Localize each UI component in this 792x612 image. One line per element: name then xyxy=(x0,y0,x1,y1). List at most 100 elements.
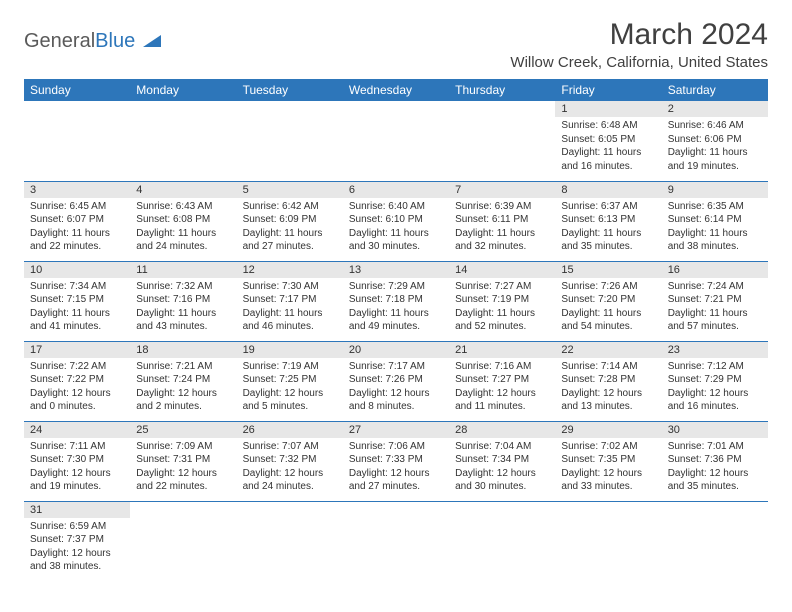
day-number: 2 xyxy=(662,101,768,117)
week-row: 24Sunrise: 7:11 AMSunset: 7:30 PMDayligh… xyxy=(24,421,768,501)
day-number: 31 xyxy=(24,502,130,518)
calendar-cell: 31Sunrise: 6:59 AMSunset: 7:37 PMDayligh… xyxy=(24,501,130,581)
day-number: 3 xyxy=(24,182,130,198)
day-details: Sunrise: 6:39 AMSunset: 6:11 PMDaylight:… xyxy=(449,198,555,258)
calendar-cell: 12Sunrise: 7:30 AMSunset: 7:17 PMDayligh… xyxy=(237,261,343,341)
weekday-wednesday: Wednesday xyxy=(343,79,449,101)
calendar-cell: 21Sunrise: 7:16 AMSunset: 7:27 PMDayligh… xyxy=(449,341,555,421)
location: Willow Creek, California, United States xyxy=(510,54,768,71)
calendar-cell: 30Sunrise: 7:01 AMSunset: 7:36 PMDayligh… xyxy=(662,421,768,501)
calendar-cell: 29Sunrise: 7:02 AMSunset: 7:35 PMDayligh… xyxy=(555,421,661,501)
calendar-cell: 14Sunrise: 7:27 AMSunset: 7:19 PMDayligh… xyxy=(449,261,555,341)
calendar-cell: 18Sunrise: 7:21 AMSunset: 7:24 PMDayligh… xyxy=(130,341,236,421)
calendar-cell: 24Sunrise: 7:11 AMSunset: 7:30 PMDayligh… xyxy=(24,421,130,501)
day-details: Sunrise: 7:06 AMSunset: 7:33 PMDaylight:… xyxy=(343,438,449,498)
day-details: Sunrise: 7:04 AMSunset: 7:34 PMDaylight:… xyxy=(449,438,555,498)
day-details: Sunrise: 6:46 AMSunset: 6:06 PMDaylight:… xyxy=(662,117,768,177)
day-number: 23 xyxy=(662,342,768,358)
day-details: Sunrise: 7:34 AMSunset: 7:15 PMDaylight:… xyxy=(24,278,130,338)
day-details: Sunrise: 6:35 AMSunset: 6:14 PMDaylight:… xyxy=(662,198,768,258)
calendar-cell xyxy=(237,101,343,181)
day-number: 7 xyxy=(449,182,555,198)
day-details: Sunrise: 6:42 AMSunset: 6:09 PMDaylight:… xyxy=(237,198,343,258)
calendar-cell xyxy=(555,501,661,581)
calendar-cell: 15Sunrise: 7:26 AMSunset: 7:20 PMDayligh… xyxy=(555,261,661,341)
calendar-cell: 25Sunrise: 7:09 AMSunset: 7:31 PMDayligh… xyxy=(130,421,236,501)
calendar-cell: 3Sunrise: 6:45 AMSunset: 6:07 PMDaylight… xyxy=(24,181,130,261)
calendar-cell: 8Sunrise: 6:37 AMSunset: 6:13 PMDaylight… xyxy=(555,181,661,261)
day-number: 8 xyxy=(555,182,661,198)
week-row: 1Sunrise: 6:48 AMSunset: 6:05 PMDaylight… xyxy=(24,101,768,181)
logo-text-1: General xyxy=(24,30,95,53)
day-number: 20 xyxy=(343,342,449,358)
day-number: 30 xyxy=(662,422,768,438)
day-number: 25 xyxy=(130,422,236,438)
day-details: Sunrise: 7:19 AMSunset: 7:25 PMDaylight:… xyxy=(237,358,343,418)
calendar-cell: 17Sunrise: 7:22 AMSunset: 7:22 PMDayligh… xyxy=(24,341,130,421)
day-details: Sunrise: 6:40 AMSunset: 6:10 PMDaylight:… xyxy=(343,198,449,258)
calendar-cell: 2Sunrise: 6:46 AMSunset: 6:06 PMDaylight… xyxy=(662,101,768,181)
day-details: Sunrise: 7:32 AMSunset: 7:16 PMDaylight:… xyxy=(130,278,236,338)
day-number: 4 xyxy=(130,182,236,198)
calendar-cell xyxy=(130,501,236,581)
day-number: 6 xyxy=(343,182,449,198)
weekday-sunday: Sunday xyxy=(24,79,130,101)
weekday-monday: Monday xyxy=(130,79,236,101)
calendar-cell xyxy=(449,101,555,181)
day-details: Sunrise: 6:43 AMSunset: 6:08 PMDaylight:… xyxy=(130,198,236,258)
day-number: 12 xyxy=(237,262,343,278)
calendar-cell: 13Sunrise: 7:29 AMSunset: 7:18 PMDayligh… xyxy=(343,261,449,341)
day-details: Sunrise: 7:17 AMSunset: 7:26 PMDaylight:… xyxy=(343,358,449,418)
day-details: Sunrise: 7:22 AMSunset: 7:22 PMDaylight:… xyxy=(24,358,130,418)
calendar-cell xyxy=(343,501,449,581)
day-details: Sunrise: 7:01 AMSunset: 7:36 PMDaylight:… xyxy=(662,438,768,498)
day-details: Sunrise: 7:14 AMSunset: 7:28 PMDaylight:… xyxy=(555,358,661,418)
day-number: 28 xyxy=(449,422,555,438)
day-details: Sunrise: 7:12 AMSunset: 7:29 PMDaylight:… xyxy=(662,358,768,418)
day-number: 17 xyxy=(24,342,130,358)
day-number: 9 xyxy=(662,182,768,198)
day-details: Sunrise: 7:11 AMSunset: 7:30 PMDaylight:… xyxy=(24,438,130,498)
day-number: 29 xyxy=(555,422,661,438)
calendar-cell xyxy=(449,501,555,581)
calendar-cell: 11Sunrise: 7:32 AMSunset: 7:16 PMDayligh… xyxy=(130,261,236,341)
page-header: General Blue March 2024 Willow Creek, Ca… xyxy=(24,18,768,71)
day-details: Sunrise: 7:07 AMSunset: 7:32 PMDaylight:… xyxy=(237,438,343,498)
logo-text-2: Blue xyxy=(95,30,161,53)
calendar-cell xyxy=(24,101,130,181)
day-number: 10 xyxy=(24,262,130,278)
day-details: Sunrise: 7:30 AMSunset: 7:17 PMDaylight:… xyxy=(237,278,343,338)
day-number: 22 xyxy=(555,342,661,358)
day-details: Sunrise: 6:37 AMSunset: 6:13 PMDaylight:… xyxy=(555,198,661,258)
weekday-saturday: Saturday xyxy=(662,79,768,101)
day-details: Sunrise: 6:45 AMSunset: 6:07 PMDaylight:… xyxy=(24,198,130,258)
day-details: Sunrise: 7:16 AMSunset: 7:27 PMDaylight:… xyxy=(449,358,555,418)
day-number: 15 xyxy=(555,262,661,278)
calendar-cell: 26Sunrise: 7:07 AMSunset: 7:32 PMDayligh… xyxy=(237,421,343,501)
calendar-cell xyxy=(130,101,236,181)
day-number: 1 xyxy=(555,101,661,117)
day-number: 19 xyxy=(237,342,343,358)
day-details: Sunrise: 7:02 AMSunset: 7:35 PMDaylight:… xyxy=(555,438,661,498)
calendar-cell: 4Sunrise: 6:43 AMSunset: 6:08 PMDaylight… xyxy=(130,181,236,261)
day-details: Sunrise: 6:59 AMSunset: 7:37 PMDaylight:… xyxy=(24,518,130,578)
day-details: Sunrise: 6:48 AMSunset: 6:05 PMDaylight:… xyxy=(555,117,661,177)
calendar-cell: 20Sunrise: 7:17 AMSunset: 7:26 PMDayligh… xyxy=(343,341,449,421)
week-row: 31Sunrise: 6:59 AMSunset: 7:37 PMDayligh… xyxy=(24,501,768,581)
day-number: 14 xyxy=(449,262,555,278)
day-number: 13 xyxy=(343,262,449,278)
calendar-cell: 16Sunrise: 7:24 AMSunset: 7:21 PMDayligh… xyxy=(662,261,768,341)
title-block: March 2024 Willow Creek, California, Uni… xyxy=(510,18,768,71)
weekday-header-row: SundayMondayTuesdayWednesdayThursdayFrid… xyxy=(24,79,768,101)
calendar-cell: 10Sunrise: 7:34 AMSunset: 7:15 PMDayligh… xyxy=(24,261,130,341)
month-title: March 2024 xyxy=(510,18,768,52)
week-row: 3Sunrise: 6:45 AMSunset: 6:07 PMDaylight… xyxy=(24,181,768,261)
calendar-cell xyxy=(343,101,449,181)
calendar-cell xyxy=(662,501,768,581)
calendar-cell: 1Sunrise: 6:48 AMSunset: 6:05 PMDaylight… xyxy=(555,101,661,181)
day-number: 11 xyxy=(130,262,236,278)
weekday-thursday: Thursday xyxy=(449,79,555,101)
calendar-cell: 27Sunrise: 7:06 AMSunset: 7:33 PMDayligh… xyxy=(343,421,449,501)
calendar-cell: 9Sunrise: 6:35 AMSunset: 6:14 PMDaylight… xyxy=(662,181,768,261)
day-number: 16 xyxy=(662,262,768,278)
